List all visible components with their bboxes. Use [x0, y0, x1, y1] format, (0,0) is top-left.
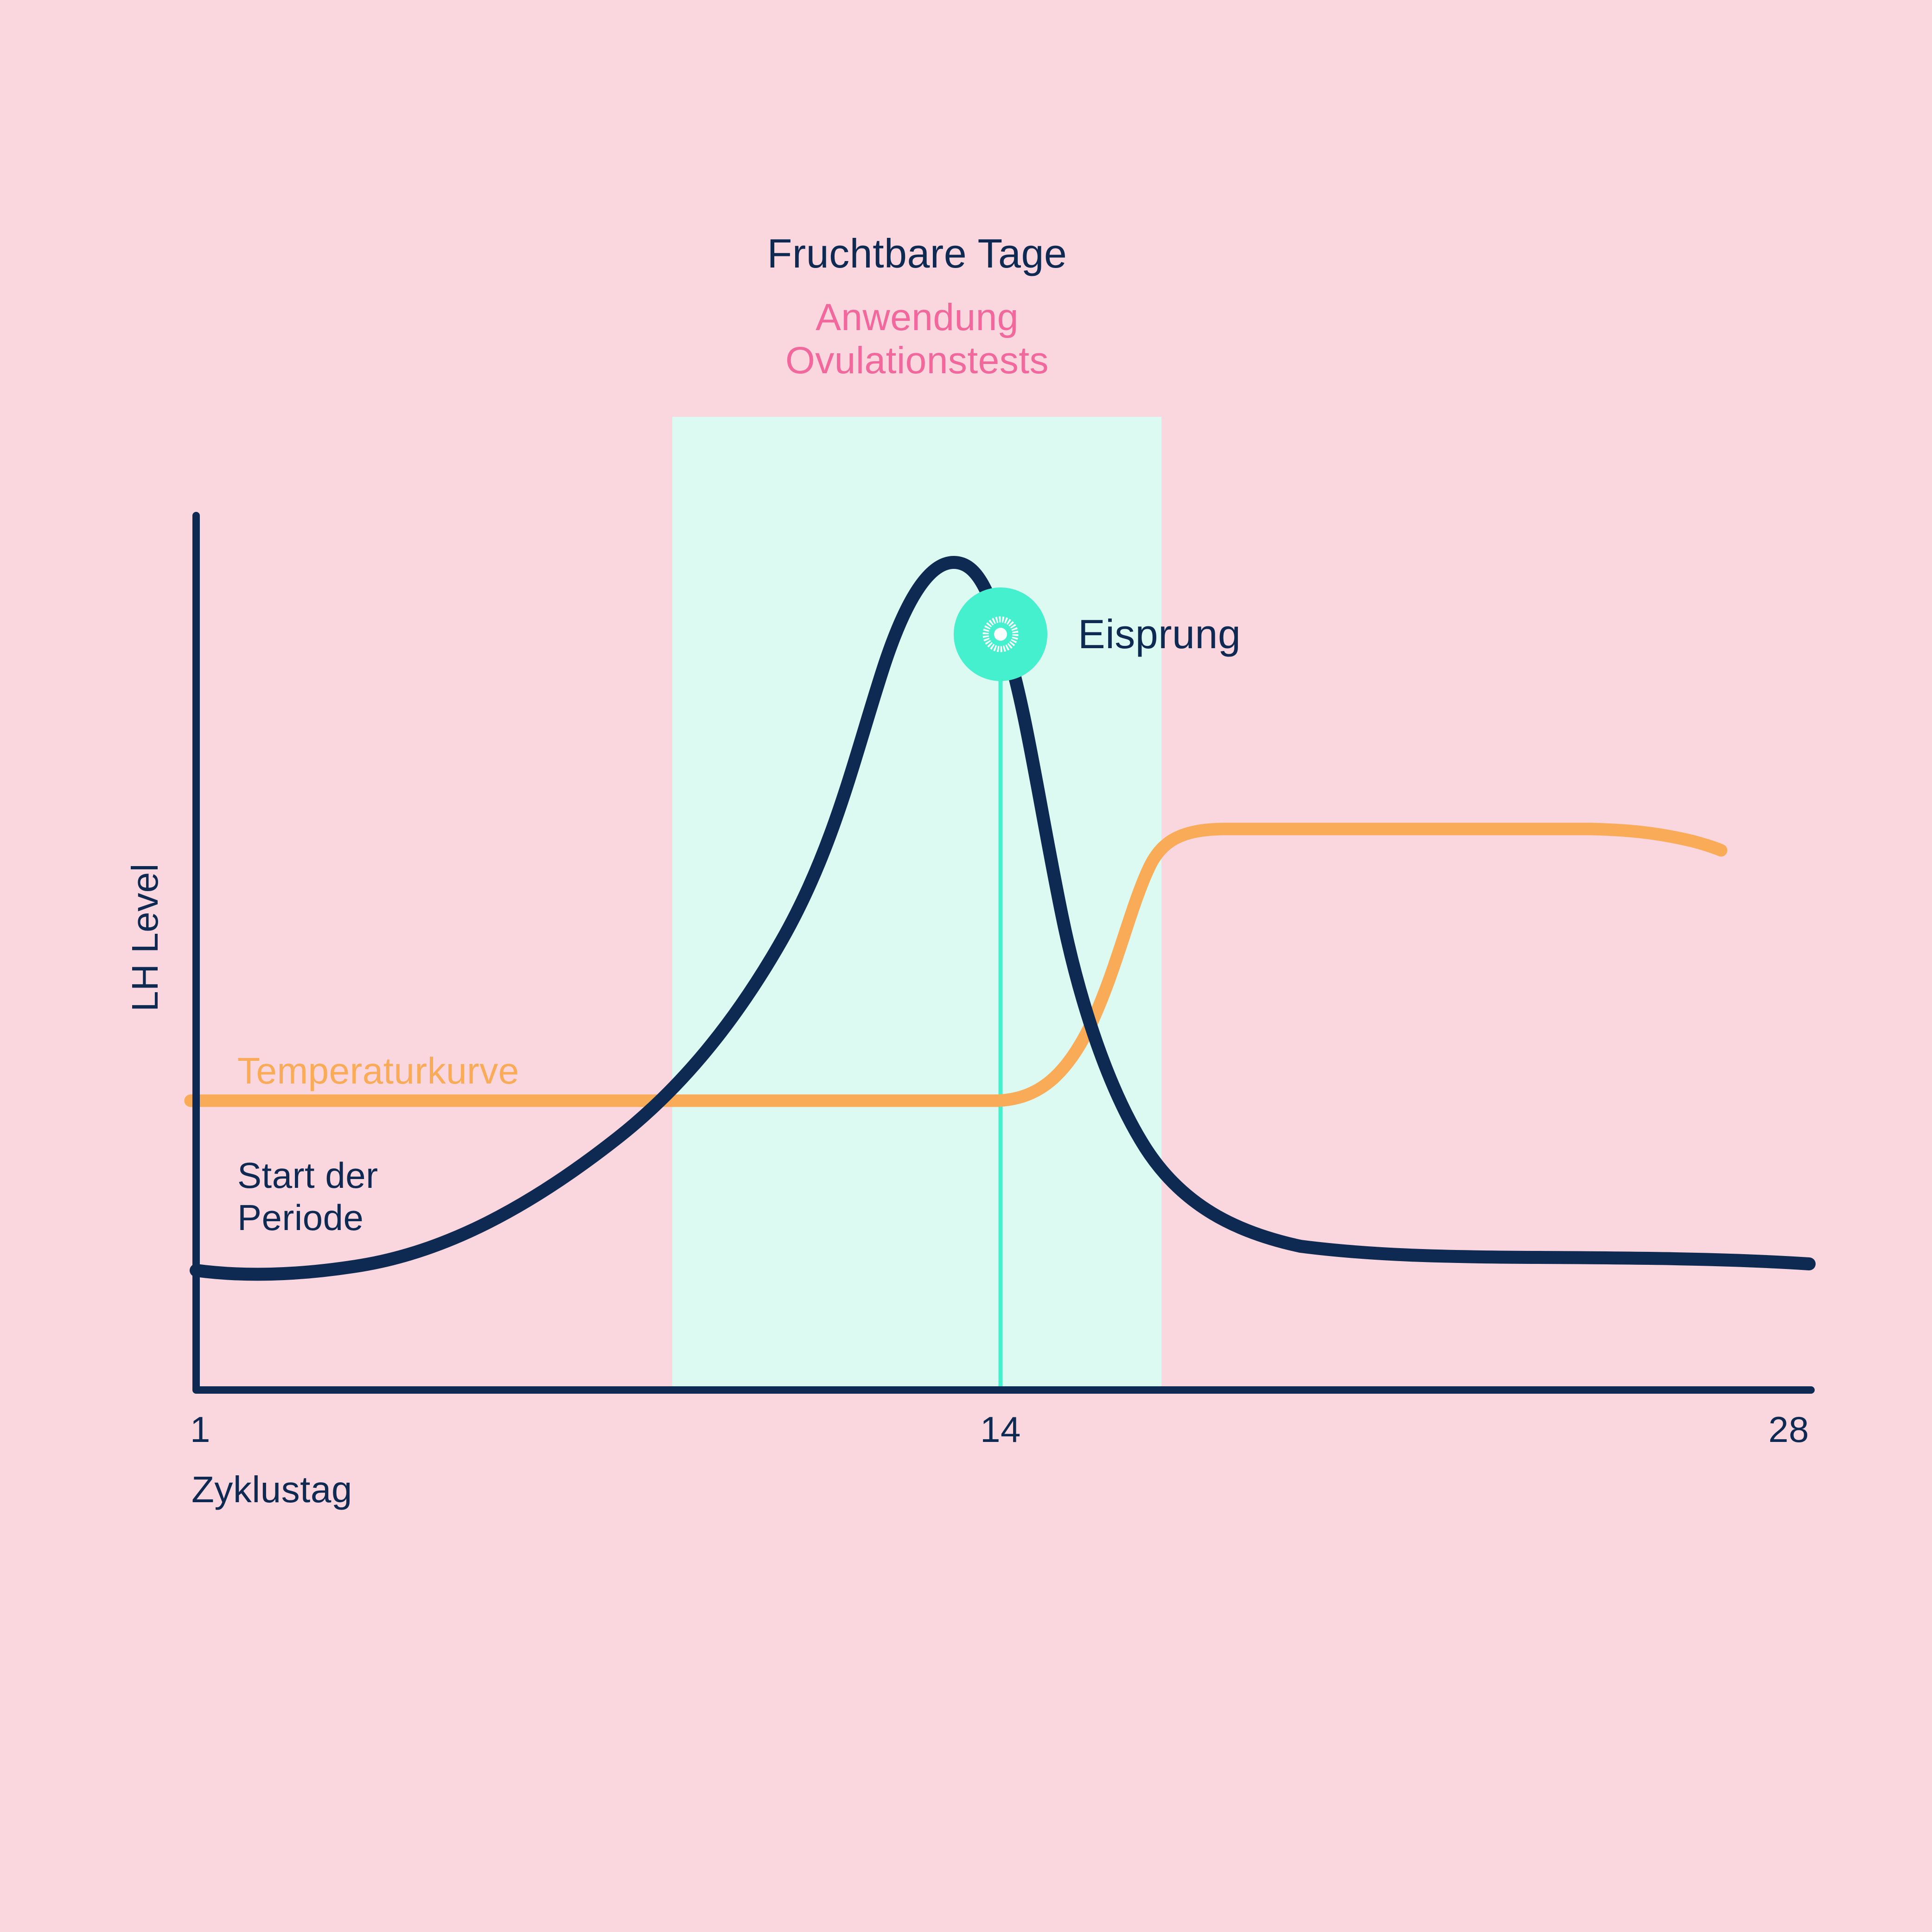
ovulation-label: Eisprung [1078, 611, 1241, 657]
x-axis-label: Zyklustag [191, 1469, 352, 1510]
axes-lines [192, 512, 1815, 1394]
period-start-line-1: Start der [237, 1155, 378, 1196]
x-tick-day-28: 28 [1768, 1409, 1809, 1450]
y-axis-label: LH Level [124, 863, 166, 1012]
period-start-label: Start der Periode [237, 1154, 378, 1239]
ovulation-sunburst-icon [982, 616, 1019, 652]
page-title: Fruchtbare Tage [767, 230, 1067, 276]
subtitle-line-2: Ovulationstests [785, 339, 1049, 382]
x-tick-day-1: 1 [190, 1409, 210, 1450]
subtitle-line-1: Anwendung [816, 296, 1019, 338]
temperature-curve [184, 823, 1728, 1107]
subtitle-ovulation-test-usage: Anwendung Ovulationstests [639, 296, 1195, 383]
x-tick-day-14: 14 [980, 1409, 1021, 1450]
fertile-window-band [672, 417, 1161, 1387]
ovulation-egg-dot-icon [994, 628, 1007, 641]
temperature-curve-label: Temperaturkurve [237, 1050, 519, 1091]
period-start-line-2: Periode [237, 1197, 364, 1238]
